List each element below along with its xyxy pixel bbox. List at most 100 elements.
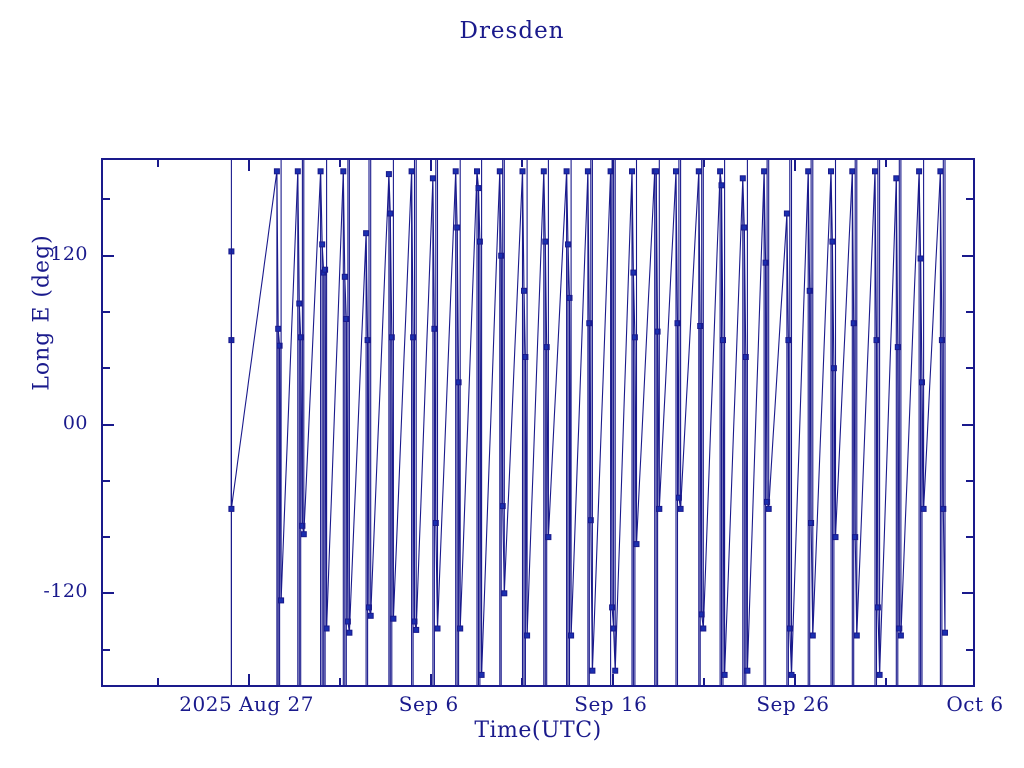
data-point-marker[interactable] [630,269,637,276]
data-point-marker[interactable] [786,625,793,632]
data-point-marker[interactable] [897,632,904,639]
data-point-marker[interactable] [677,505,684,512]
data-point-marker[interactable] [408,168,415,175]
data-point-marker[interactable] [388,334,395,341]
data-point-marker[interactable] [764,498,771,505]
data-point-marker[interactable] [654,328,661,335]
data-point-marker[interactable] [674,320,681,327]
data-point-marker[interactable] [720,337,726,344]
data-point-marker[interactable] [872,168,878,175]
data-point-marker[interactable] [717,168,724,175]
data-point-marker[interactable] [806,287,813,294]
data-point-marker[interactable] [584,168,591,175]
data-point-marker[interactable] [319,241,326,248]
data-point-marker[interactable] [275,325,282,332]
data-point-marker[interactable] [721,671,728,678]
data-point-marker[interactable] [874,604,881,611]
data-point-marker[interactable] [432,520,439,526]
data-point-marker[interactable] [542,238,549,245]
data-point-marker[interactable] [849,168,856,175]
data-point-marker[interactable] [457,625,464,632]
data-point-marker[interactable] [718,182,725,189]
data-point-marker[interactable] [612,667,619,674]
data-point-marker[interactable] [876,671,883,678]
data-point-marker[interactable] [700,625,707,632]
data-point-marker[interactable] [675,494,682,501]
data-point-marker[interactable] [363,230,370,237]
data-point-marker[interactable] [299,522,306,529]
data-point-marker[interactable] [695,168,702,175]
data-point-marker[interactable] [673,168,679,175]
data-point-marker[interactable] [873,337,880,344]
data-point-marker[interactable] [411,618,418,625]
data-point-marker[interactable] [519,168,526,175]
data-point-marker[interactable] [853,632,860,639]
data-point-marker[interactable] [938,337,945,344]
data-point-marker[interactable] [808,520,815,526]
data-point-marker[interactable] [940,505,947,512]
data-point-marker[interactable] [429,175,436,182]
data-point-marker[interactable] [385,171,392,178]
data-point-marker[interactable] [387,210,394,217]
data-point-marker[interactable] [499,503,506,510]
data-point-marker[interactable] [744,667,751,674]
data-point-marker[interactable] [431,325,438,332]
data-point-marker[interactable] [340,168,347,175]
data-point-marker[interactable] [785,337,792,344]
data-point-marker[interactable] [475,185,482,192]
data-point-marker[interactable] [762,259,769,266]
data-point-marker[interactable] [629,168,635,175]
data-point-marker[interactable] [341,273,348,280]
data-point-marker[interactable] [788,671,795,678]
data-point-marker[interactable] [563,168,570,175]
data-point-marker[interactable] [586,320,593,327]
data-point-marker[interactable] [273,168,280,175]
data-point-marker[interactable] [344,618,351,625]
plot-area[interactable] [101,158,975,687]
data-point-marker[interactable] [896,625,903,632]
data-point-marker[interactable] [828,168,834,175]
data-point-marker[interactable] [653,168,660,175]
data-point-marker[interactable] [434,625,441,632]
data-point-marker[interactable] [390,615,397,622]
data-point-marker[interactable] [761,168,768,175]
data-point-marker[interactable] [656,505,663,512]
data-point-marker[interactable] [830,365,837,372]
data-point-marker[interactable] [852,534,859,541]
data-point-marker[interactable] [568,632,575,639]
data-point-marker[interactable] [829,238,836,245]
data-point-marker[interactable] [524,632,531,639]
data-point-marker[interactable] [937,168,944,175]
data-point-marker[interactable] [474,168,480,175]
data-point-marker[interactable] [455,379,462,386]
data-point-marker[interactable] [454,224,461,231]
data-point-marker[interactable] [916,168,923,175]
data-point-marker[interactable] [850,320,857,327]
data-point-marker[interactable] [893,175,900,182]
data-point-marker[interactable] [765,505,772,512]
data-point-marker[interactable] [633,541,640,548]
data-point-marker[interactable] [805,168,812,175]
data-point-marker[interactable] [919,379,925,386]
data-point-marker[interactable] [783,210,790,217]
data-point-marker[interactable] [545,534,552,541]
data-point-marker[interactable] [894,344,901,351]
data-point-marker[interactable] [452,168,459,175]
data-point-marker[interactable] [276,342,283,349]
data-point-marker[interactable] [742,354,749,360]
data-point-marker[interactable] [343,316,350,322]
data-point-marker[interactable] [587,517,594,524]
data-point-marker[interactable] [498,252,505,259]
data-point-marker[interactable] [478,671,485,678]
data-point-marker[interactable] [410,334,417,341]
data-point-marker[interactable] [296,300,303,307]
data-point-marker[interactable] [920,505,927,512]
data-point-marker[interactable] [917,255,924,262]
data-point-marker[interactable] [317,168,324,175]
data-point-marker[interactable] [366,604,372,611]
data-point-marker[interactable] [741,224,748,231]
data-point-marker[interactable] [809,632,816,639]
data-point-marker[interactable] [610,625,617,632]
data-point-marker[interactable] [476,238,483,245]
data-point-marker[interactable] [631,334,638,341]
